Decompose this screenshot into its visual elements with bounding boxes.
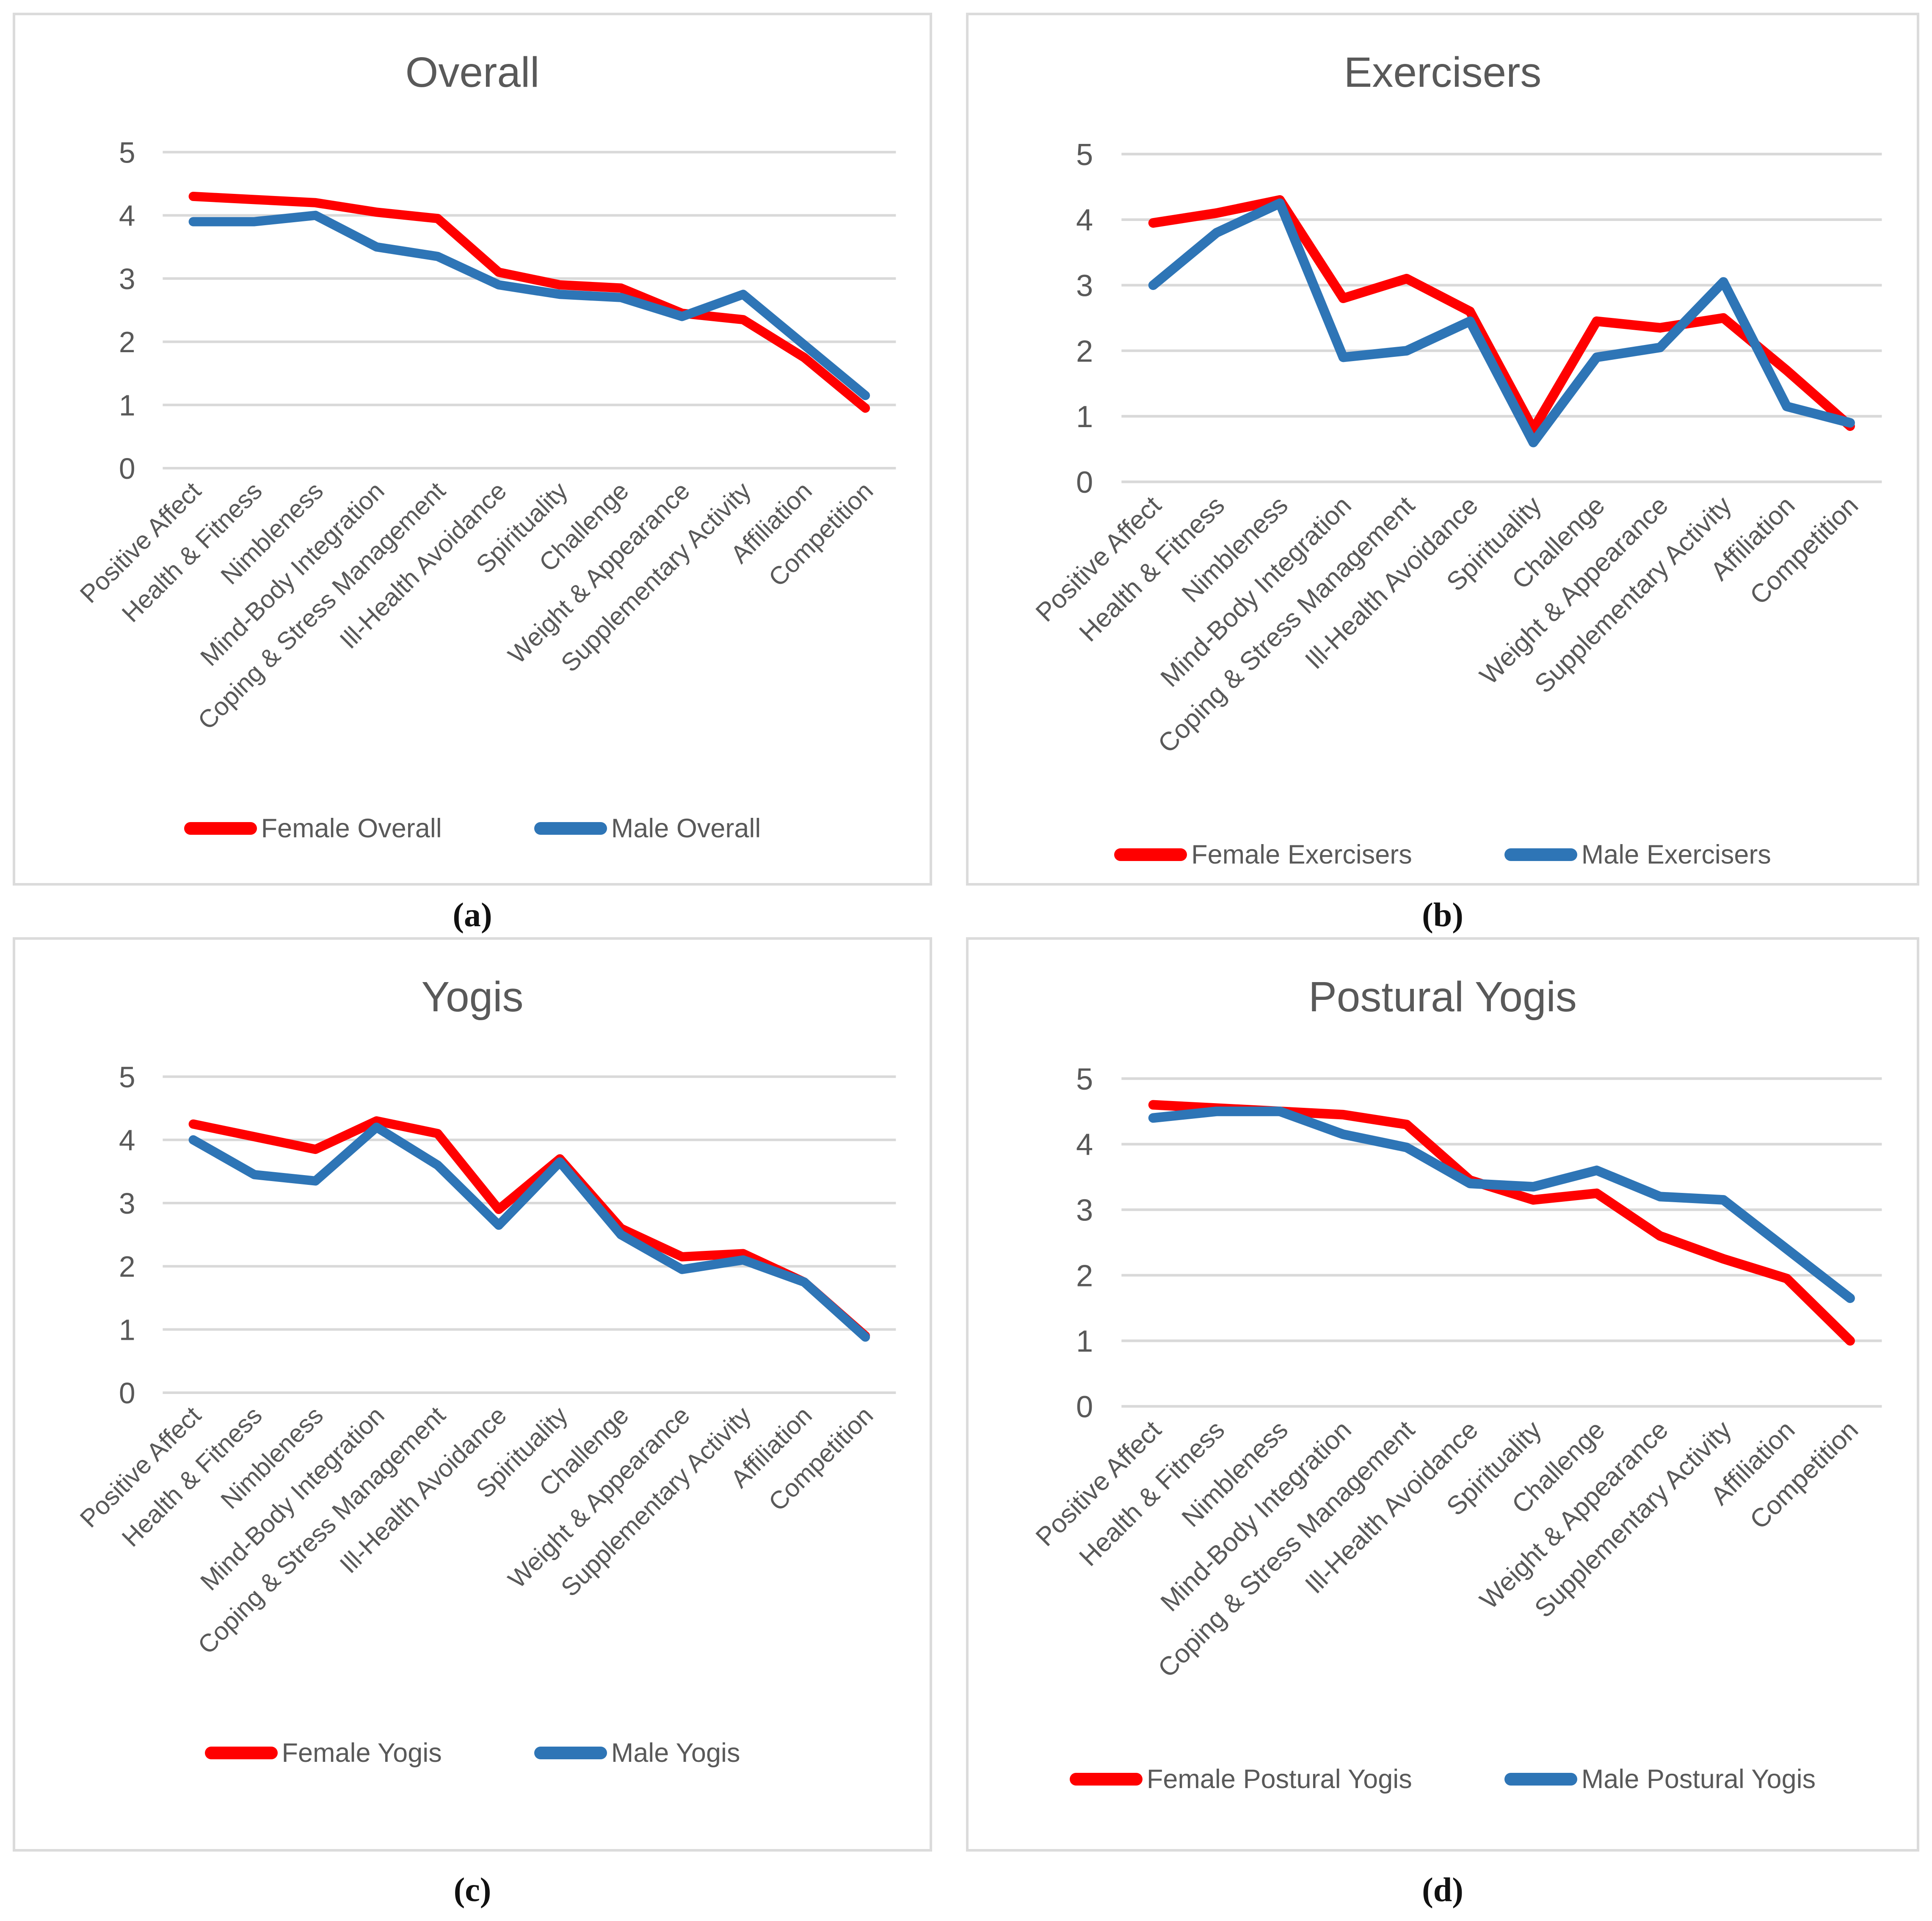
female-line-swatch: [204, 1747, 278, 1760]
legend-label: Male Overall: [611, 814, 761, 844]
chart-title-overall: Overall: [405, 49, 540, 96]
y-tick-label: 2: [119, 326, 135, 359]
panel-overall: Overall 5 4 3 2 1 0 Positive Affect Health & Fi…: [13, 13, 932, 886]
legend-item-female: Female Yogis: [204, 1738, 442, 1768]
y-tick-label: 5: [119, 1060, 135, 1093]
male-line-swatch: [1504, 848, 1577, 861]
legend-overall: Female Overall Male Overall: [15, 813, 930, 844]
y-tick-label: 2: [1076, 334, 1093, 368]
legend-postural-yogis: Female Postural Yogis Male Postural Yogi…: [969, 1764, 1917, 1794]
y-axis-tick-labels: 5 4 3 2 1 0: [1076, 138, 1093, 500]
panel-postural-yogis: Postural Yogis 5 4 3 2 1 0 Positive Affect Heal…: [966, 937, 1919, 1852]
legend-item-male: Male Postural Yogis: [1504, 1764, 1816, 1794]
gridlines: [163, 1075, 896, 1394]
y-axis-tick-labels: 5 4 3 2 1 0: [119, 136, 135, 485]
y-tick-label: 2: [1076, 1259, 1093, 1293]
panel-yogis: Yogis 5 4 3 2 1 0 Positive Affect Health & Fitn…: [13, 937, 932, 1852]
male-yogis-line: [188, 1122, 870, 1342]
legend-label: Female Yogis: [282, 1738, 442, 1768]
legend-label: Female Overall: [261, 814, 442, 844]
female-overall-line: [188, 191, 870, 413]
female-line-swatch: [1069, 1772, 1143, 1786]
y-tick-label: 1: [119, 1314, 135, 1347]
y-tick-label: 4: [119, 1124, 135, 1157]
caption-d: (d): [1422, 1871, 1463, 1909]
y-tick-label: 1: [1076, 400, 1093, 434]
caption-a: (a): [453, 897, 492, 934]
y-tick-label: 0: [1076, 1390, 1093, 1424]
female-exercisers-line: [1148, 195, 1855, 434]
legend-label: Female Exercisers: [1191, 839, 1412, 869]
female-yogis-line: [188, 1116, 870, 1341]
y-tick-label: 0: [119, 1377, 135, 1410]
legend-item-male: Male Yogis: [534, 1738, 740, 1768]
legend-item-female: Female Overall: [184, 813, 442, 844]
male-line-swatch: [534, 822, 607, 835]
caption-b: (b): [1422, 897, 1463, 934]
y-tick-label: 4: [119, 199, 135, 232]
chart-title-yogis: Yogis: [421, 973, 524, 1021]
y-tick-label: 3: [119, 262, 135, 295]
male-exercisers-line: [1148, 198, 1855, 447]
legend-label: Male Yogis: [611, 1738, 740, 1768]
legend-item-female: Female Exercisers: [1114, 839, 1412, 870]
female-line-swatch: [1114, 848, 1187, 861]
y-tick-label: 1: [1076, 1325, 1093, 1358]
caption-c: (c): [453, 1871, 491, 1909]
legend-item-female: Female Postural Yogis: [1069, 1764, 1412, 1794]
figure-grid: Overall 5 4 3 2 1 0 Positive Affect Health & Fi…: [13, 13, 1919, 1921]
legend-item-male: Male Overall: [534, 813, 761, 844]
legend-label: Male Exercisers: [1581, 839, 1771, 869]
y-axis-tick-labels: 5 4 3 2 1 0: [119, 1060, 135, 1410]
panel-exercisers: Exercisers 5 4 3 2 1 0 Positive Affect Health &…: [966, 13, 1919, 886]
y-tick-label: 4: [1076, 1128, 1093, 1162]
y-tick-label: 5: [119, 136, 135, 169]
gridlines: [1121, 152, 1882, 483]
y-tick-label: 1: [119, 389, 135, 422]
legend-label: Female Postural Yogis: [1146, 1764, 1412, 1794]
legend-item-male: Male Exercisers: [1504, 839, 1771, 870]
y-tick-label: 3: [119, 1187, 135, 1220]
gridlines: [1121, 1077, 1882, 1408]
male-line-swatch: [534, 1747, 607, 1760]
y-tick-label: 2: [119, 1250, 135, 1283]
chart-title-exercisers: Exercisers: [1344, 49, 1542, 96]
legend-label: Male Postural Yogis: [1581, 1764, 1816, 1794]
legend-yogis: Female Yogis Male Yogis: [15, 1738, 930, 1768]
y-tick-label: 0: [1076, 466, 1093, 500]
y-tick-label: 5: [1076, 138, 1093, 172]
legend-exercisers: Female Exercisers Male Exercisers: [969, 839, 1917, 870]
y-tick-label: 3: [1076, 269, 1093, 303]
y-tick-label: 3: [1076, 1194, 1093, 1228]
male-overall-line: [188, 210, 870, 400]
male-postural-yogis-line: [1148, 1107, 1855, 1303]
y-axis-tick-labels: 5 4 3 2 1 0: [1076, 1063, 1093, 1424]
male-line-swatch: [1504, 1772, 1577, 1786]
y-tick-label: 5: [1076, 1063, 1093, 1096]
y-tick-label: 4: [1076, 204, 1093, 237]
y-tick-label: 0: [119, 452, 135, 485]
female-line-swatch: [184, 822, 257, 835]
chart-title-postural-yogis: Postural Yogis: [1308, 973, 1577, 1021]
